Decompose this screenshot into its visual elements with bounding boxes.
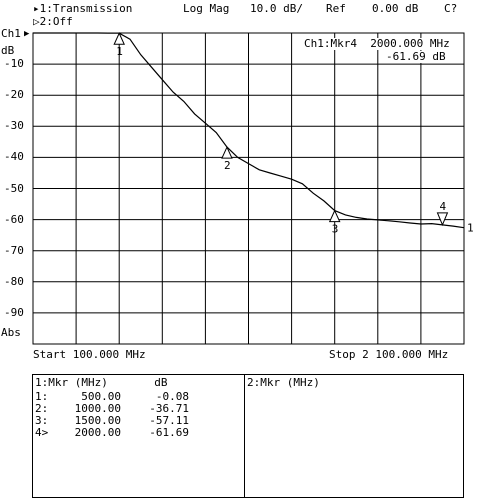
table-cell-db: -61.69 [149, 426, 189, 439]
trace-layer: 1 [33, 32, 474, 235]
table-cell-id: 3: [35, 414, 49, 427]
marker-2: 2 [221, 145, 233, 172]
marker-3: 3 [328, 209, 341, 236]
transmission-trace [33, 32, 465, 229]
y-tick-label: -90 [4, 305, 24, 319]
y-tick-label: -40 [4, 150, 24, 164]
table-divider [244, 375, 245, 497]
table-cell-freq: 1500.00 [74, 414, 121, 427]
scale-label: 10.0 dB/ [250, 2, 303, 15]
y-tick-label: -50 [4, 181, 24, 195]
table-cell-db: -57.11 [149, 414, 189, 427]
cal-status: C? [444, 2, 458, 15]
marker-readout-line1: Ch1:Mkr4 2000.000 MHz [304, 37, 450, 50]
ref-label: Ref [326, 2, 346, 15]
table-cell-id: 4> [35, 426, 49, 439]
marker-triangle [221, 145, 233, 159]
marker-triangle [436, 212, 449, 227]
reference-arrow-icon: ▶ [24, 29, 30, 39]
abs-label: Abs [1, 326, 21, 339]
y-tick-label: -80 [4, 274, 24, 288]
transmission-chart: 1 1 2 3 4 [32, 32, 474, 345]
channel-label: Ch1 [1, 27, 21, 40]
unit-label: dB [1, 44, 15, 57]
trace2-label: ▷2:Off [33, 15, 73, 28]
stop-frequency: Stop 2 100.000 MHz [329, 348, 449, 361]
marker-label: 4 [439, 200, 446, 213]
marker-triangle [328, 209, 341, 223]
marker-label: 3 [332, 223, 339, 236]
markers-layer: 1 2 3 4 [113, 32, 449, 236]
grid [33, 33, 464, 344]
y-tick-label: -70 [4, 243, 24, 257]
marker-readout-line2: -61.69 dB [386, 50, 446, 63]
table-cell-freq: 500.00 [81, 390, 121, 403]
marker-label: 1 [116, 45, 123, 58]
marker-triangle [113, 32, 125, 45]
format-label: Log Mag [183, 2, 230, 15]
table-cell-id: 2: [35, 402, 49, 415]
table-cell-db: -0.08 [155, 390, 189, 403]
start-frequency: Start 100.000 MHz [33, 348, 146, 361]
y-tick-label: -10 [4, 57, 24, 71]
trace1-label: ▸1:Transmission [33, 2, 133, 15]
y-tick-label: -60 [4, 212, 24, 226]
marker-4: 4 [436, 200, 449, 227]
table-cell-freq: 2000.00 [74, 426, 121, 439]
y-tick-label: -20 [4, 88, 24, 102]
trace-end-label: 1 [467, 222, 474, 235]
ref-value: 0.00 dB [372, 2, 419, 15]
marker-1: 1 [113, 32, 125, 58]
table-left-header: 1:Mkr (MHz) dB [35, 376, 168, 389]
table-cell-id: 1: [35, 390, 49, 403]
table-cell-db: -36.71 [149, 402, 189, 415]
y-tick-label: -30 [4, 119, 24, 133]
marker-table: 1:Mkr (MHz) dB 2:Mkr (MHz) 1: 500.00 -0.08… [32, 374, 464, 498]
marker-label: 2 [224, 159, 231, 172]
table-right-header: 2:Mkr (MHz) [247, 376, 320, 389]
table-cell-freq: 1000.00 [74, 402, 121, 415]
